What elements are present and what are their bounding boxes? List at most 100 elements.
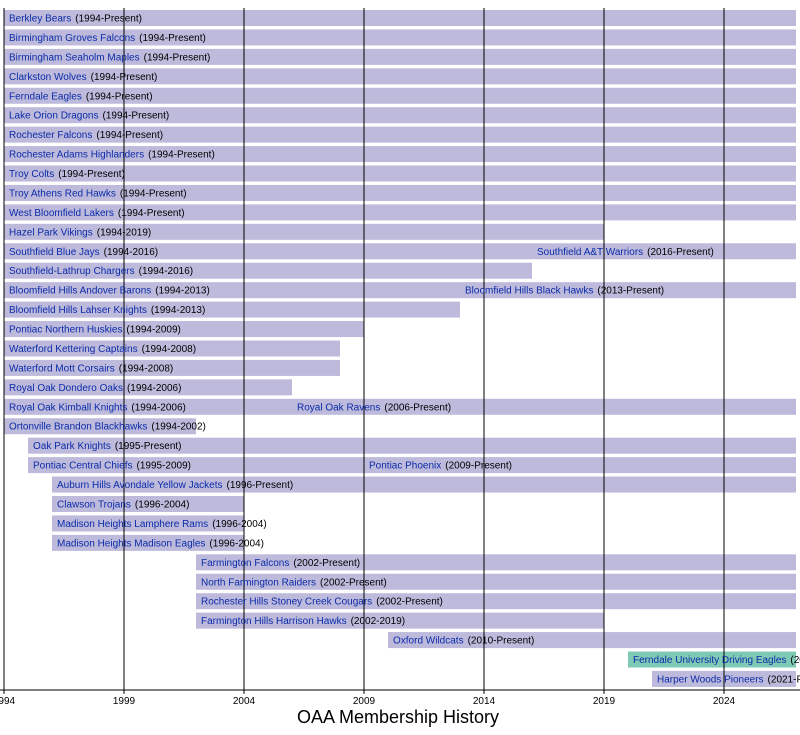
team-name[interactable]: West Bloomfield Lakers <box>9 208 114 219</box>
membership-bar <box>388 632 796 649</box>
team-name[interactable]: Berkley Bears <box>9 13 71 24</box>
bar-label: Birmingham Seaholm Maples (1994-Present) <box>9 52 210 63</box>
bar-label: Waterford Mott Corsairs (1994-2008) <box>9 363 173 374</box>
membership-bar <box>52 496 244 512</box>
years: (2002-Present) <box>320 577 387 588</box>
bar-label: Pontiac Central Chiefs (1995-2009) <box>33 460 191 471</box>
team-name[interactable]: Birmingham Groves Falcons <box>9 33 135 44</box>
membership-bar <box>4 418 196 435</box>
team-name[interactable]: Troy Athens Red Hawks <box>9 188 116 199</box>
x-tick-label: 1999 <box>113 696 136 707</box>
membership-bar <box>4 10 796 26</box>
team-name[interactable]: Rochester Falcons <box>9 130 92 141</box>
team-name[interactable]: Pontiac Central Chiefs <box>33 460 133 471</box>
team-name[interactable]: Birmingham Seaholm Maples <box>9 52 140 63</box>
team-name[interactable]: Royal Oak Dondero Oaks <box>9 383 123 394</box>
years: (1996-Present) <box>226 480 293 491</box>
team-name[interactable]: Royal Oak Ravens <box>297 402 380 413</box>
team-name[interactable]: Oxford Wildcats <box>393 635 464 646</box>
team-name[interactable]: Auburn Hills Avondale Yellow Jackets <box>57 480 222 491</box>
team-name[interactable]: Clawson Trojans <box>57 499 131 510</box>
membership-bar <box>196 593 796 610</box>
team-name[interactable]: Troy Colts <box>9 169 54 180</box>
team-name[interactable]: Pontiac Northern Huskies <box>9 324 122 335</box>
years: (1996-2004) <box>135 499 189 510</box>
bar-label: Southfield-Lathrup Chargers (1994-2016) <box>9 266 193 277</box>
team-name[interactable]: Southfield A&T Warriors <box>537 246 643 257</box>
years: (1994-Present) <box>75 13 142 24</box>
years: (2006-Present) <box>384 402 451 413</box>
bar-label: Ferndale University Driving Eagles (2020-… <box>633 655 800 666</box>
team-name[interactable]: Harper Woods Pioneers <box>657 674 764 685</box>
team-name[interactable]: Southfield-Lathrup Chargers <box>9 266 135 277</box>
membership-bar <box>4 398 292 415</box>
years: (1994-Present) <box>148 149 215 160</box>
years: (1994-2009) <box>126 324 180 335</box>
bar-label: Pontiac Northern Huskies (1994-2009) <box>9 324 181 335</box>
team-name[interactable]: Ferndale University Driving Eagles <box>633 655 786 666</box>
team-name[interactable]: Rochester Adams Highlanders <box>9 149 144 160</box>
membership-bar <box>4 29 796 46</box>
team-name[interactable]: Farmington Hills Harrison Hawks <box>201 616 347 627</box>
bar-label: Troy Athens Red Hawks (1994-Present) <box>9 188 187 199</box>
bar-label: Clarkston Wolves (1994-Present) <box>9 71 157 82</box>
bar-label: Rochester Falcons (1994-Present) <box>9 130 163 141</box>
bar-label: Rochester Adams Highlanders (1994-Present… <box>9 149 215 160</box>
team-name[interactable]: Rochester Hills Stoney Creek Cougars <box>201 596 372 607</box>
years: (1994-2019) <box>97 227 151 238</box>
team-name[interactable]: Hazel Park Vikings <box>9 227 93 238</box>
bar-label: Oak Park Knights (1995-Present) <box>33 441 182 452</box>
membership-bar <box>364 457 796 474</box>
team-name[interactable]: Waterford Kettering Captains <box>9 344 138 355</box>
membership-bar <box>196 554 796 571</box>
membership-bar <box>196 612 604 629</box>
membership-bar <box>4 301 460 318</box>
team-name[interactable]: Clarkston Wolves <box>9 71 87 82</box>
bar-label: Southfield A&T Warriors (2016-Present) <box>537 246 714 257</box>
team-name[interactable]: North Farmington Raiders <box>201 577 316 588</box>
bar-label: Madison Heights Madison Eagles (1996-2004… <box>57 538 264 549</box>
membership-bar <box>4 48 796 65</box>
bar-label: Royal Oak Dondero Oaks (1994-2006) <box>9 383 181 394</box>
years: (2021-Present) <box>768 674 800 685</box>
membership-bar <box>4 262 532 279</box>
team-name[interactable]: Waterford Mott Corsairs <box>9 363 115 374</box>
membership-bar <box>52 476 796 493</box>
membership-bar <box>4 204 796 221</box>
years: (1994-2008) <box>119 363 173 374</box>
x-tick-label: 2014 <box>473 696 496 707</box>
bar-label: Madison Heights Lamphere Rams (1996-2004) <box>57 519 267 530</box>
membership-bar <box>52 515 244 532</box>
years: (2002-Present) <box>293 557 360 568</box>
bar-label: Royal Oak Ravens (2006-Present) <box>297 402 451 413</box>
membership-bar <box>4 359 340 376</box>
x-tick-label: 2024 <box>713 696 736 707</box>
team-name[interactable]: Royal Oak Kimball Knights <box>9 402 127 413</box>
membership-bar <box>4 223 604 240</box>
team-name[interactable]: Farmington Falcons <box>201 557 289 568</box>
bar-label: Royal Oak Kimball Knights (1994-2006) <box>9 402 186 413</box>
team-name[interactable]: Madison Heights Lamphere Rams <box>57 519 208 530</box>
bar-label: Waterford Kettering Captains (1994-2008) <box>9 344 196 355</box>
years: (1994-Present) <box>96 130 163 141</box>
team-name[interactable]: Lake Orion Dragons <box>9 110 99 121</box>
team-name[interactable]: Bloomfield Hills Black Hawks <box>465 285 593 296</box>
team-name[interactable]: Bloomfield Hills Lahser Knights <box>9 305 147 316</box>
membership-bar <box>4 146 796 163</box>
team-name[interactable]: Southfield Blue Jays <box>9 246 100 257</box>
team-name[interactable]: Madison Heights Madison Eagles <box>57 538 205 549</box>
team-name[interactable]: Ferndale Eagles <box>9 91 82 102</box>
bar-label: Oxford Wildcats (2010-Present) <box>393 635 534 646</box>
membership-bar <box>532 243 796 260</box>
bar-label: North Farmington Raiders (2002-Present) <box>201 577 387 588</box>
team-name[interactable]: Oak Park Knights <box>33 441 111 452</box>
team-name[interactable]: Ortonville Brandon Blackhawks <box>9 421 147 432</box>
bar-label: Auburn Hills Avondale Yellow Jackets (199… <box>57 480 293 491</box>
years: (2013-Present) <box>597 285 664 296</box>
years: (1994-Present) <box>120 188 187 199</box>
team-name[interactable]: Bloomfield Hills Andover Barons <box>9 285 151 296</box>
team-name[interactable]: Pontiac Phoenix <box>369 460 441 471</box>
years: (1994-Present) <box>103 110 170 121</box>
chart-title: OAA Membership History <box>297 707 499 727</box>
